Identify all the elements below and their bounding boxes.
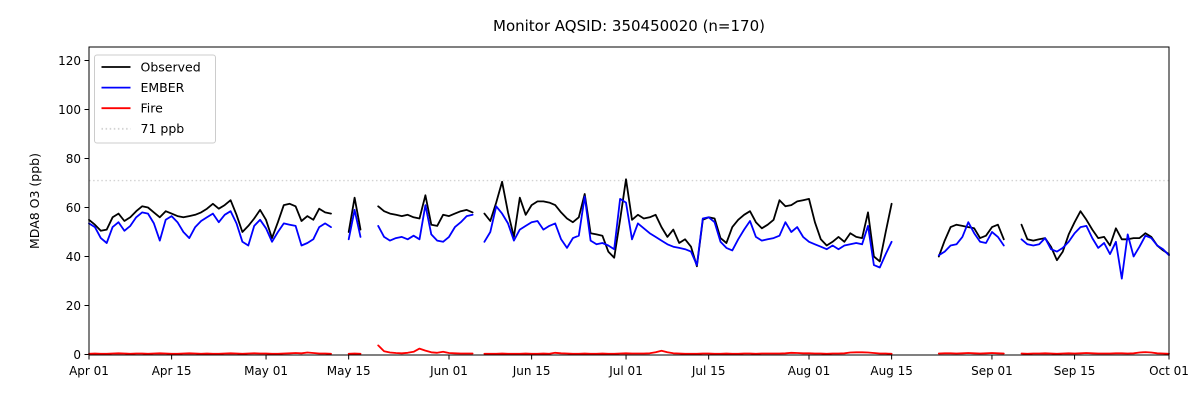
series-segment bbox=[483, 349, 893, 355]
series-ember bbox=[88, 195, 1170, 280]
series-segment bbox=[483, 195, 893, 269]
legend-label: Observed bbox=[141, 59, 201, 74]
series-segment bbox=[377, 194, 474, 227]
series-segment bbox=[88, 351, 332, 355]
x-tick-label: Jun 15 bbox=[512, 364, 551, 378]
series-segment bbox=[377, 344, 474, 355]
series-segment bbox=[483, 178, 893, 268]
series-segment bbox=[347, 196, 362, 233]
x-tick-label: May 01 bbox=[244, 364, 288, 378]
legend-label: EMBER bbox=[141, 80, 185, 95]
y-tick-label: 80 bbox=[66, 152, 81, 166]
y-tick-label: 40 bbox=[66, 250, 81, 264]
series-layer bbox=[88, 178, 1170, 355]
x-tick-label: Sep 15 bbox=[1054, 364, 1096, 378]
x-tick-label: May 15 bbox=[327, 364, 371, 378]
legend-label: 71 ppb bbox=[141, 121, 185, 136]
x-tick-label: Jul 15 bbox=[691, 364, 726, 378]
x-tick-label: Apr 01 bbox=[69, 364, 109, 378]
y-tick-label: 120 bbox=[58, 54, 81, 68]
x-tick-label: Jul 01 bbox=[608, 364, 643, 378]
y-tick-label: 0 bbox=[73, 348, 81, 362]
x-tick-label: Sep 01 bbox=[971, 364, 1013, 378]
y-axis-label: MDA8 O3 (ppb) bbox=[27, 153, 42, 249]
legend-frame bbox=[94, 54, 216, 144]
series-fire bbox=[88, 344, 1170, 355]
series-segment bbox=[937, 352, 1005, 355]
legend-label: Fire bbox=[141, 101, 164, 116]
x-tick-label: Aug 15 bbox=[870, 364, 913, 378]
series-segment bbox=[88, 210, 332, 247]
chart-title: Monitor AQSID: 350450020 (n=170) bbox=[493, 17, 765, 35]
series-segment bbox=[347, 208, 362, 241]
x-tick-label: Jun 01 bbox=[429, 364, 468, 378]
y-tick-label: 20 bbox=[66, 299, 81, 313]
series-segment bbox=[937, 221, 1005, 257]
axes-layer: 0 20 40 60 80 100 120 Apr 01 Apr 15 May 01 May 15 J… bbox=[58, 54, 1189, 378]
y-tick-label: 60 bbox=[66, 201, 81, 215]
series-segment bbox=[377, 204, 474, 243]
plot-frame bbox=[88, 46, 1170, 356]
series-segment bbox=[88, 199, 332, 240]
x-tick-label: Oct 01 bbox=[1149, 364, 1189, 378]
x-tick-label: Apr 15 bbox=[152, 364, 192, 378]
series-segment bbox=[1020, 224, 1170, 280]
x-tick-label: Aug 01 bbox=[788, 364, 831, 378]
y-tick-label: 100 bbox=[58, 103, 81, 117]
plot-border bbox=[88, 46, 1170, 356]
legend: Observed EMBER Fire 71 ppb bbox=[94, 54, 216, 144]
series-segment bbox=[1020, 351, 1170, 355]
